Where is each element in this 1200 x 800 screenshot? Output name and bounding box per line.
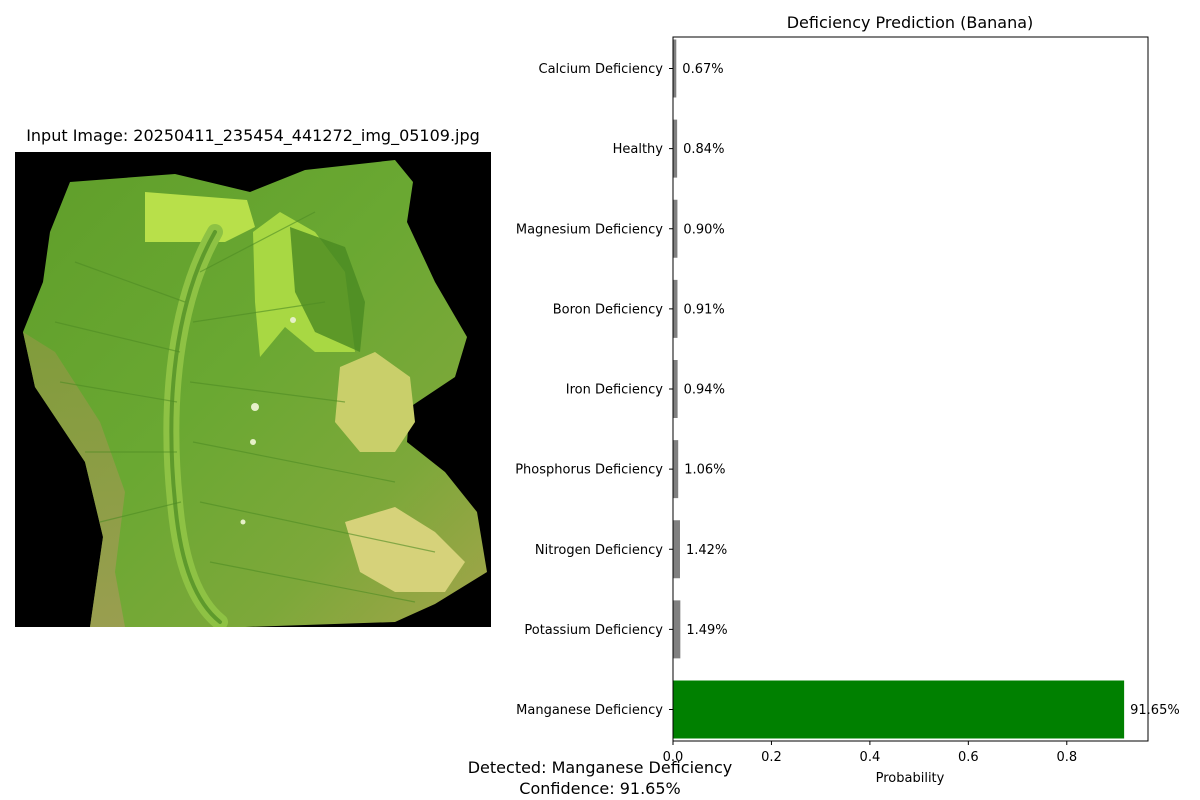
bar-value-label-8: 91.65% <box>1130 703 1180 718</box>
bar-value-label-1: 0.84% <box>683 142 724 157</box>
input-image <box>15 152 491 627</box>
bar-value-label-2: 0.90% <box>683 222 724 237</box>
bar-value-label-7: 1.49% <box>686 623 727 638</box>
x-tick-label-3: 0.6 <box>958 750 979 765</box>
x-axis-label: Probability <box>876 771 945 786</box>
bar-4 <box>673 360 678 418</box>
bar-0 <box>673 39 677 98</box>
bar-5 <box>673 440 679 499</box>
bar-value-label-3: 0.91% <box>683 302 724 317</box>
y-tick-label-2: Magnesium Deficiency <box>516 222 663 237</box>
chart-title: Deficiency Prediction (Banana) <box>787 13 1034 32</box>
bar-value-label-4: 0.94% <box>684 383 725 398</box>
y-tick-label-6: Nitrogen Deficiency <box>535 543 663 558</box>
input-image-title: Input Image: 20250411_235454_441272_img_… <box>26 126 480 145</box>
bars-layer: 0.67% 0.84% 0.90% 0.91% 0.94% 1.06% 1.42% 1.49%… <box>673 39 1180 739</box>
x-tick-label-2: 0.4 <box>860 750 881 765</box>
bar-6 <box>673 520 680 579</box>
bar-value-label-5: 1.06% <box>684 463 725 478</box>
leaf-photo <box>15 152 491 627</box>
bar-7 <box>673 600 681 659</box>
bar-value-label-6: 1.42% <box>686 543 727 558</box>
x-tick-label-1: 0.2 <box>761 750 782 765</box>
axes-layer: Calcium Deficiency Healthy Magnesium Defic… <box>515 36 1149 765</box>
plot-frame <box>672 36 1149 742</box>
detection-caption: Detected: Manganese Deficiency Confidenc… <box>400 757 800 799</box>
y-tick-label-3: Boron Deficiency <box>553 302 664 317</box>
confidence-label: Confidence: 91.65% <box>519 779 681 798</box>
x-tick-label-0: 0.0 <box>663 750 684 765</box>
y-tick-label-4: Iron Deficiency <box>566 383 664 398</box>
y-tick-label-0: Calcium Deficiency <box>539 62 664 77</box>
detected-label: Detected: Manganese Deficiency <box>467 758 733 777</box>
bar-value-label-0: 0.67% <box>682 62 723 77</box>
y-tick-label-7: Potassium Deficiency <box>524 623 663 638</box>
bar-8 <box>673 680 1125 739</box>
bar-2 <box>673 199 678 258</box>
bar-3 <box>673 279 678 338</box>
x-tick-label-4: 0.8 <box>1056 750 1077 765</box>
y-tick-label-1: Healthy <box>613 142 664 157</box>
y-tick-label-8: Manganese Deficiency <box>516 703 663 718</box>
bar-1 <box>673 119 678 178</box>
y-tick-label-5: Phosphorus Deficiency <box>515 463 663 478</box>
